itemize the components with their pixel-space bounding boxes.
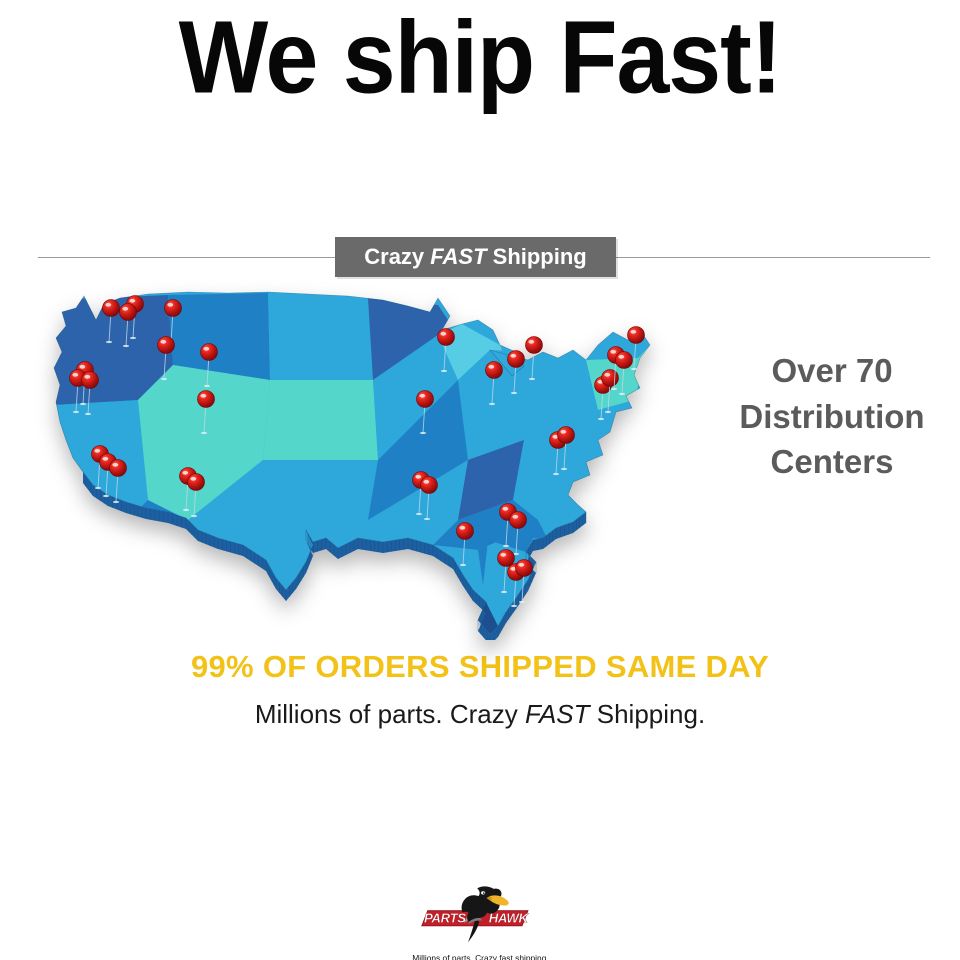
svg-text:PARTS: PARTS bbox=[424, 911, 466, 926]
svg-text:HAWK: HAWK bbox=[489, 911, 530, 926]
